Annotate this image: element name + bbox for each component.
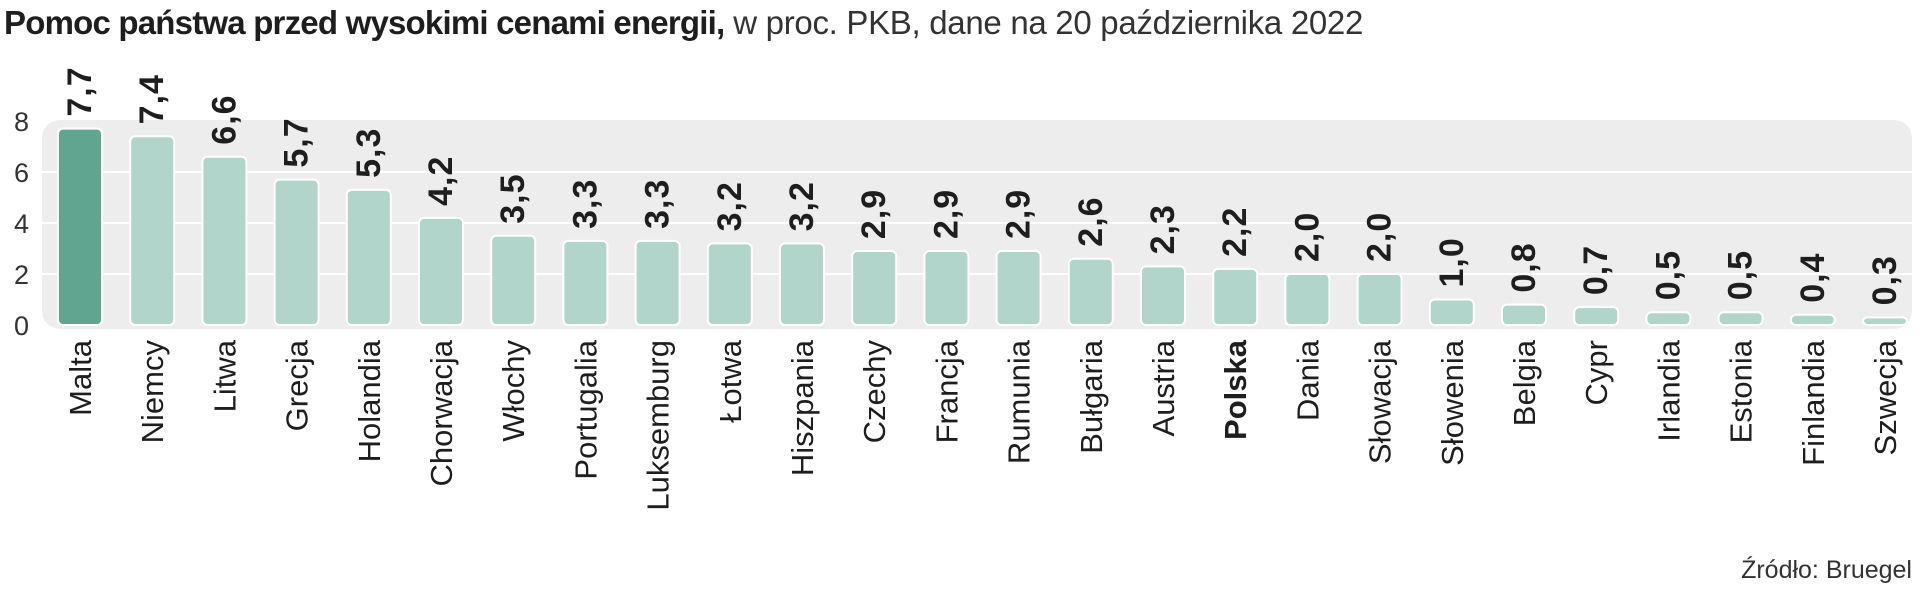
category-label: Łotwa — [713, 339, 748, 422]
category-label: Rumunia — [1002, 339, 1037, 464]
value-label: 0,4 — [1794, 253, 1832, 303]
y-tick-label: 8 — [14, 107, 29, 137]
value-label: 3,3 — [566, 179, 604, 229]
category-label: Słowenia — [1435, 339, 1470, 466]
category-label: Austria — [1146, 339, 1181, 436]
bars — [57, 127, 1908, 327]
bar — [851, 250, 898, 326]
y-tick-label: 4 — [14, 209, 29, 239]
category-label: Cypr — [1579, 340, 1614, 405]
value-label: 7,7 — [61, 66, 99, 116]
value-label: 5,7 — [278, 117, 316, 167]
value-label: 7,4 — [133, 74, 171, 124]
y-tick-label: 0 — [14, 311, 29, 341]
category-label: Polska — [1218, 339, 1253, 440]
category-label: Luksemburg — [641, 340, 676, 511]
value-label: 2,3 — [1144, 204, 1182, 254]
bar — [706, 242, 753, 326]
category-label: Finlandia — [1796, 339, 1831, 466]
category-label: Słowacja — [1363, 339, 1398, 464]
value-label: 0,3 — [1866, 255, 1904, 305]
bar — [923, 250, 970, 326]
bar — [418, 216, 464, 326]
value-label: 2,0 — [1288, 212, 1326, 262]
bar — [995, 250, 1042, 326]
bar — [57, 127, 103, 326]
title-rest: w proc. PKB, dane na 20 października 202… — [724, 4, 1364, 41]
category-label: Dania — [1290, 339, 1325, 421]
category-label: Niemcy — [135, 340, 170, 444]
category-label: Grecja — [280, 339, 315, 431]
bar — [1573, 306, 1620, 326]
bar — [779, 242, 825, 326]
bar — [1140, 265, 1186, 327]
x-axis-labels: Malta Niemcy Litwa Grecja Holandia Chorwacja W… — [63, 339, 1903, 510]
value-label: 0,7 — [1577, 245, 1615, 295]
value-label: 3,5 — [494, 173, 532, 223]
category-label: Estonia — [1724, 339, 1759, 443]
bar — [562, 239, 609, 327]
value-label: 4,2 — [422, 156, 460, 206]
value-labels: 7,7 7,4 6,6 5,7 5,3 4,2 3,5 3,3 3,3 3,2 3,2 2,9 2,9 2… — [61, 66, 1904, 305]
value-label: 0,5 — [1722, 250, 1760, 300]
title-bold: Pomoc państwa przed wysokimi cenami ener… — [4, 4, 725, 41]
category-label: Szwecja — [1868, 339, 1903, 455]
category-label: Francja — [929, 339, 964, 443]
bar — [1789, 313, 1836, 326]
category-label: Bułgaria — [1074, 339, 1109, 453]
category-label: Litwa — [207, 339, 242, 412]
value-label: 0,8 — [1505, 242, 1543, 292]
bar — [1645, 311, 1692, 326]
bar — [1067, 257, 1114, 327]
category-label: Czechy — [857, 340, 892, 444]
value-label: 2,6 — [1072, 196, 1110, 246]
value-label: 2,2 — [1216, 207, 1254, 257]
value-label: 5,3 — [350, 128, 388, 178]
category-label: Portugalia — [568, 339, 603, 479]
category-label: Holandia — [352, 339, 387, 462]
category-label: Włochy — [496, 340, 531, 442]
bar — [1428, 298, 1475, 326]
value-label: 6,6 — [205, 94, 243, 144]
bar — [129, 135, 176, 326]
bar — [1717, 311, 1764, 326]
bar — [1284, 273, 1331, 326]
y-axis: 0 2 4 6 8 — [14, 107, 29, 341]
category-label: Hiszpania — [785, 339, 820, 476]
y-tick-label: 6 — [14, 158, 29, 188]
value-label: 0,5 — [1649, 250, 1687, 300]
bar — [345, 188, 392, 326]
value-label: 2,9 — [1000, 189, 1038, 239]
value-label: 3,2 — [711, 181, 749, 231]
bar — [1862, 316, 1908, 327]
value-label: 3,3 — [639, 179, 677, 229]
bar — [1212, 267, 1259, 326]
source-note: Źródło: Bruegel — [1741, 556, 1912, 584]
bar — [201, 155, 248, 326]
chart-title: Pomoc państwa przed wysokimi cenami ener… — [4, 0, 1363, 46]
value-label: 2,9 — [927, 189, 965, 239]
category-label: Irlandia — [1651, 339, 1686, 441]
bar — [273, 178, 320, 326]
bar — [490, 234, 537, 326]
category-label: Malta — [63, 339, 98, 416]
value-label: 3,2 — [783, 181, 821, 231]
value-label: 2,9 — [855, 189, 893, 239]
category-label: Chorwacja — [424, 339, 459, 486]
bar — [634, 239, 681, 327]
plot-panel — [42, 120, 1912, 329]
y-tick-label: 2 — [14, 260, 29, 290]
value-label: 2,0 — [1361, 212, 1399, 262]
bar — [1356, 273, 1403, 326]
category-label: Belgia — [1507, 339, 1542, 426]
value-label: 1,0 — [1433, 237, 1471, 287]
bar — [1501, 303, 1547, 327]
